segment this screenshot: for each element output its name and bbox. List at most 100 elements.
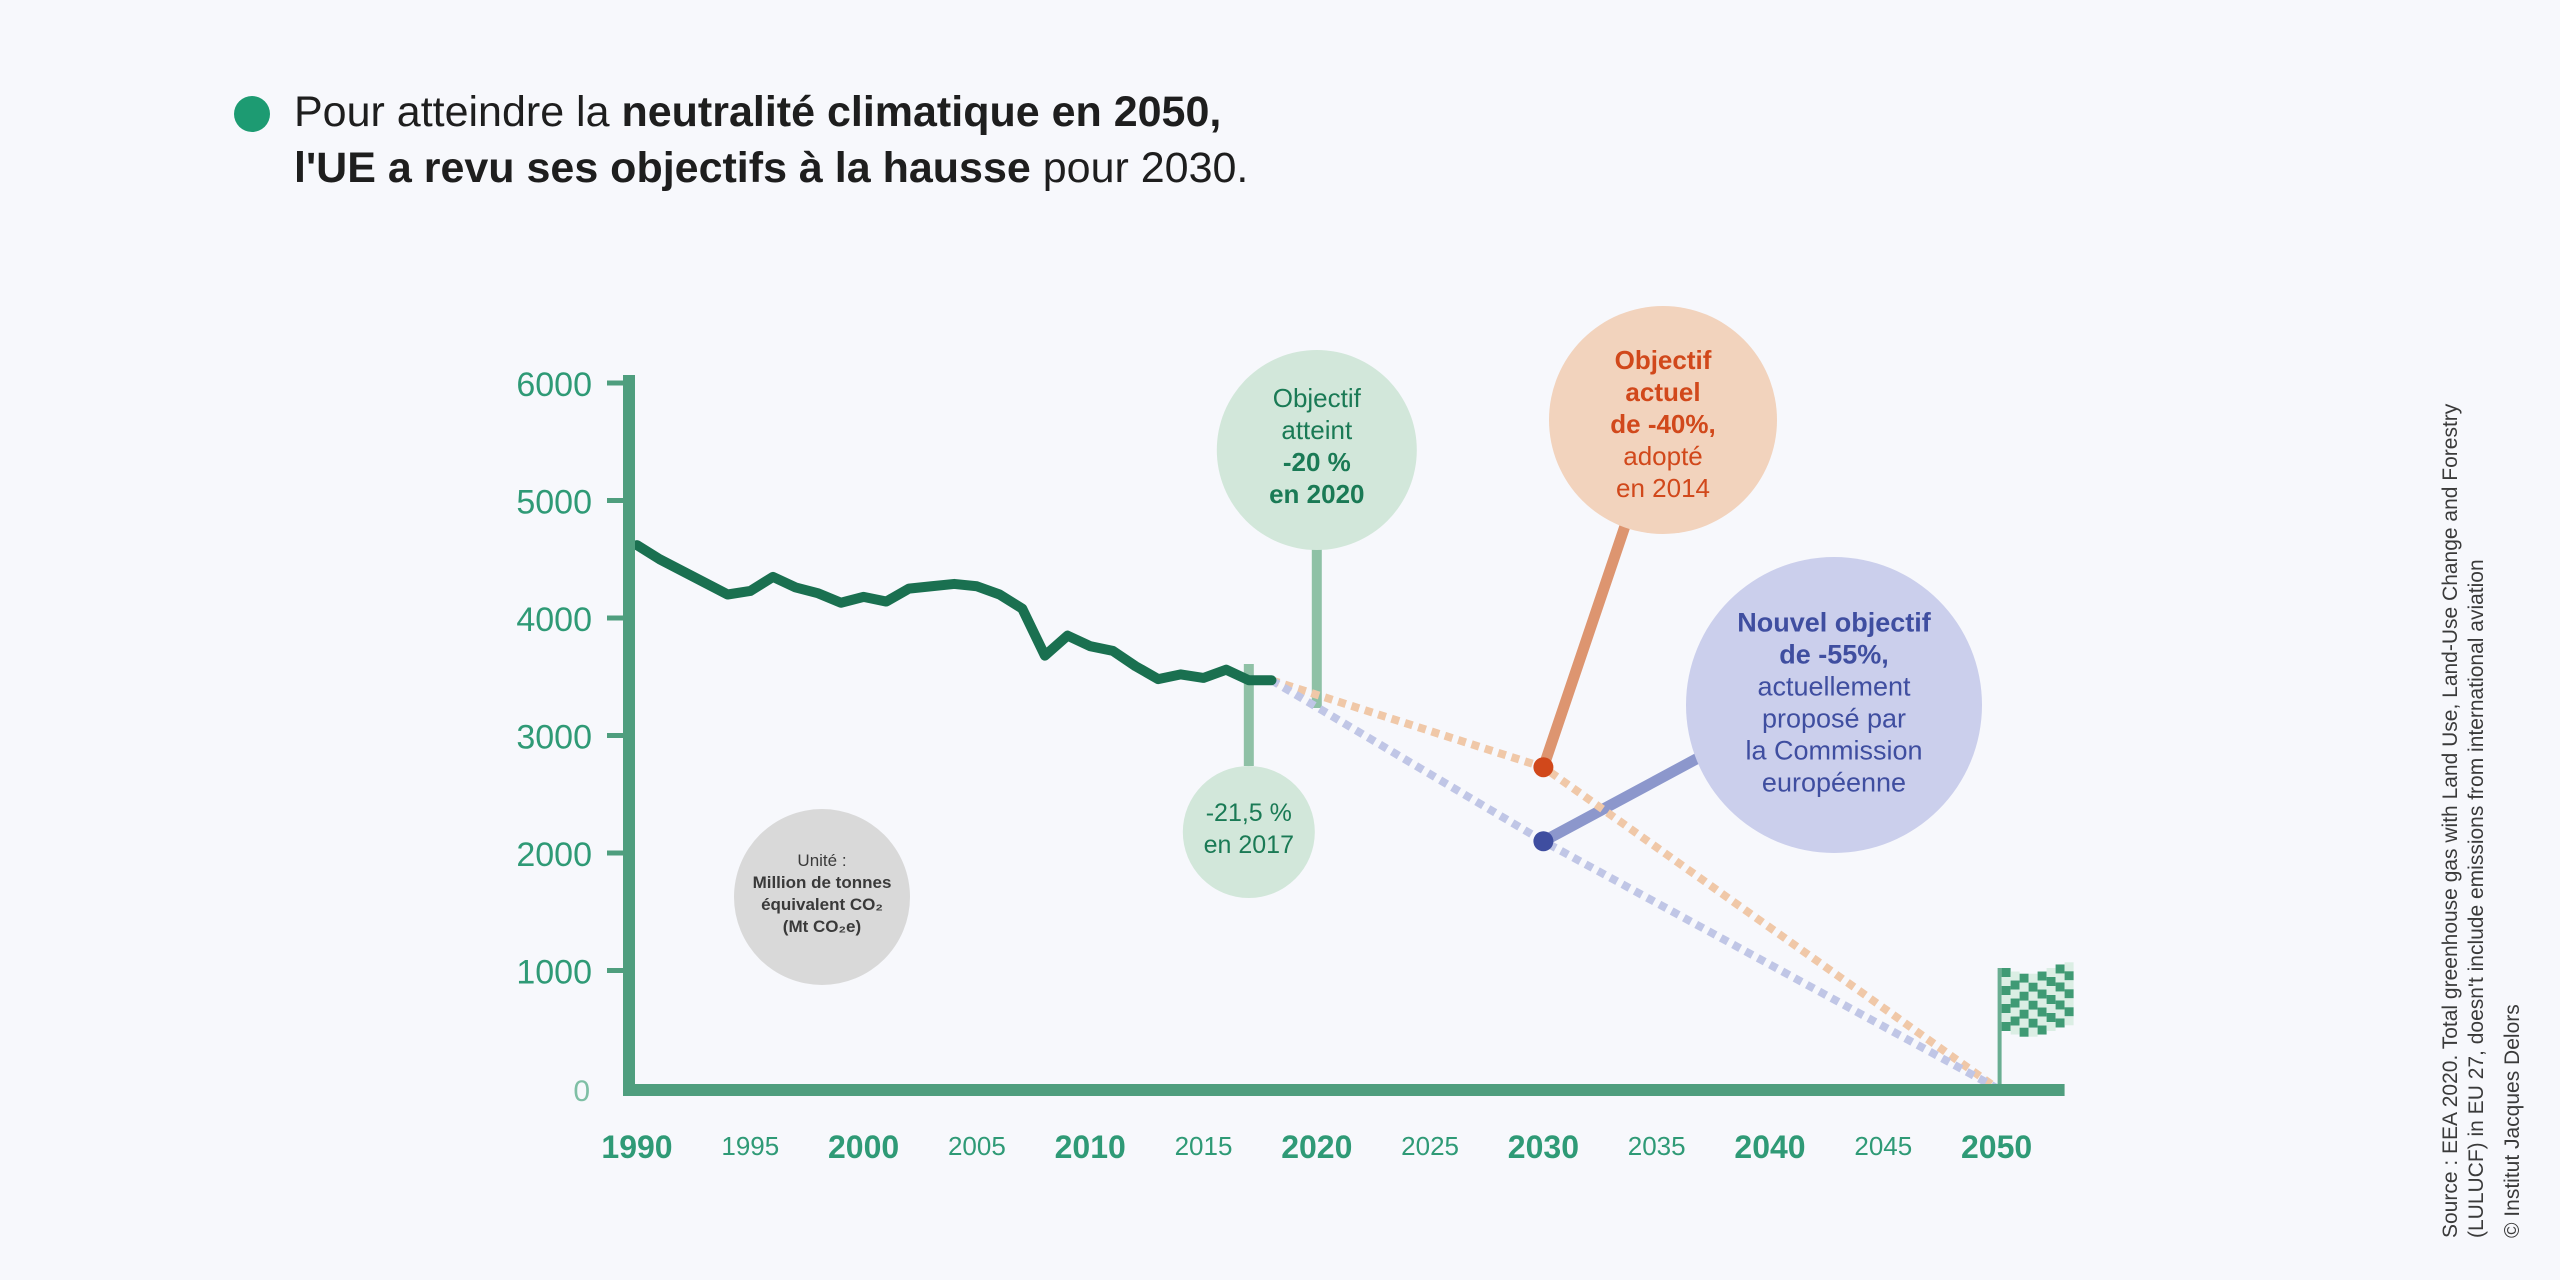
flag-cell bbox=[2037, 1025, 2047, 1035]
flag-cell bbox=[2055, 991, 2065, 1001]
flag-cell bbox=[2037, 998, 2047, 1008]
flag-cell bbox=[2001, 977, 2011, 986]
bubble-target-40-text: actuel bbox=[1625, 377, 1700, 407]
x-tick-label-minor: 2045 bbox=[1854, 1131, 1912, 1161]
flag-cell bbox=[2055, 973, 2065, 983]
flag-cell bbox=[2028, 1027, 2038, 1037]
flag-cell bbox=[2001, 986, 2011, 995]
x-tick-label-major: 2050 bbox=[1961, 1129, 2032, 1165]
flag-cell bbox=[2046, 986, 2056, 995]
flag-cell bbox=[2037, 1016, 2047, 1026]
flag-cell bbox=[2010, 971, 2020, 981]
flag-cell bbox=[2055, 1000, 2065, 1010]
bubble-target-55-text: européenne bbox=[1762, 767, 1906, 797]
x-tick-label-major: 2030 bbox=[1508, 1129, 1579, 1165]
flag-cell bbox=[2001, 1013, 2011, 1022]
flag-cell bbox=[2001, 1004, 2011, 1013]
flag-cell bbox=[2064, 1007, 2074, 1017]
flag-cell bbox=[2019, 973, 2029, 983]
title-line-1: Pour atteindre la neutralité climatique … bbox=[294, 88, 1222, 136]
y-tick-label: 5000 bbox=[516, 484, 592, 522]
flag-cell bbox=[2055, 982, 2065, 992]
x-tick-label-minor: 2015 bbox=[1175, 1131, 1233, 1161]
flag-cell bbox=[2064, 980, 2074, 990]
finish-flag bbox=[1997, 962, 2074, 1084]
x-tick-label-major: 1990 bbox=[601, 1129, 672, 1165]
connector-40 bbox=[1537, 517, 1632, 773]
x-tick-label-major: 2040 bbox=[1734, 1129, 1805, 1165]
flag-cell bbox=[2010, 1025, 2020, 1035]
flag-cell bbox=[2037, 989, 2047, 999]
x-tick-label-minor: 2005 bbox=[948, 1131, 1006, 1161]
bubble-target-40-text: en 2014 bbox=[1616, 473, 1710, 503]
x-tick-label-minor: 1995 bbox=[721, 1131, 779, 1161]
flag-cell bbox=[2028, 1009, 2038, 1019]
flag-cell bbox=[2046, 977, 2056, 986]
flag-cell bbox=[2001, 995, 2011, 1004]
flag-cell bbox=[2037, 971, 2047, 981]
flag-cell bbox=[2019, 982, 2029, 992]
bubble-target-55-text: Nouvel objectif bbox=[1737, 607, 1932, 637]
target-points bbox=[1533, 757, 1554, 852]
flag-cell bbox=[2055, 964, 2065, 974]
bubble-unit-text: Million de tonnes bbox=[753, 873, 892, 892]
flag-cell bbox=[2019, 1000, 2029, 1010]
bubble-unit-text: équivalent CO₂ bbox=[761, 895, 883, 914]
flag-cell bbox=[2010, 989, 2020, 999]
flag-cell bbox=[2028, 1000, 2038, 1010]
historical-series bbox=[632, 540, 1277, 686]
flag-cell bbox=[2037, 980, 2047, 990]
bubble-achieved-2017-text: en 2017 bbox=[1204, 831, 1294, 859]
bubble-target-55-text: la Commission bbox=[1745, 735, 1922, 765]
flag-cell bbox=[2046, 1022, 2056, 1031]
point-target-40 bbox=[1533, 757, 1554, 778]
bubble-achieved-2017-circle bbox=[1182, 766, 1315, 898]
source-line-1: Source : EEA 2020. Total greenhouse gas … bbox=[2439, 403, 2462, 1238]
source-line-2: (LULUCF) in EU 27, doesn't include emiss… bbox=[2465, 559, 2488, 1238]
flag-cell bbox=[2064, 989, 2074, 999]
copyright: © Institut Jacques Delors bbox=[2501, 1004, 2524, 1238]
bubble-target-55-text: proposé par bbox=[1762, 703, 1906, 733]
x-tick-label-major: 2010 bbox=[1055, 1129, 1126, 1165]
y-tick-label: 0 bbox=[573, 1075, 590, 1108]
bubble-achieved-2020-text: en 2020 bbox=[1269, 479, 1364, 509]
flag-cell bbox=[2028, 1018, 2038, 1028]
bubble-unit-circle bbox=[734, 809, 910, 985]
flag-cell bbox=[2019, 991, 2029, 1001]
flag-cell bbox=[2064, 1016, 2074, 1026]
page-title: Pour atteindre la neutralité climatique … bbox=[294, 84, 1248, 196]
flag-cell bbox=[2010, 1007, 2020, 1017]
axis-tick-labels: 0 1000 2000 3000 4000 5000 6000 1990 2000 2010 202… bbox=[516, 366, 2032, 1165]
series-line-historical bbox=[632, 540, 1277, 686]
bubble-target-40-text: Objectif bbox=[1615, 345, 1712, 375]
y-tick-label: 1000 bbox=[516, 954, 592, 992]
flag-cell bbox=[2037, 1007, 2047, 1017]
x-tick-label-major: 2000 bbox=[828, 1129, 899, 1165]
bubble-achieved-2017: -21,5 % en 2017 bbox=[1182, 766, 1315, 898]
bubble-achieved-2020-text: atteint bbox=[1281, 415, 1353, 445]
flag-cell bbox=[2019, 1027, 2029, 1037]
flag-cell bbox=[2010, 998, 2020, 1008]
x-tick-label-minor: 2025 bbox=[1401, 1131, 1459, 1161]
connector-55 bbox=[1537, 751, 1706, 847]
flag-cell bbox=[2001, 1022, 2011, 1031]
flag-cell bbox=[2064, 971, 2074, 981]
flag-cell bbox=[2055, 1018, 2065, 1028]
bubble-achieved-2017-text: -21,5 % bbox=[1206, 799, 1292, 827]
flag-cell bbox=[2046, 995, 2056, 1004]
y-tick-label: 6000 bbox=[516, 366, 592, 404]
flag-cell bbox=[2064, 998, 2074, 1008]
bubble-target-55-circle bbox=[1686, 557, 1982, 853]
flag-cell bbox=[2064, 962, 2074, 972]
bubble-unit: Unité : Million de tonnes équivalent CO₂ (M… bbox=[734, 809, 910, 985]
bubble-target-40-circle bbox=[1549, 306, 1777, 534]
flag-cell bbox=[2028, 982, 2038, 992]
flag-cell bbox=[2028, 991, 2038, 1001]
point-target-55 bbox=[1533, 831, 1554, 852]
annotation-connectors bbox=[1243, 517, 1706, 847]
